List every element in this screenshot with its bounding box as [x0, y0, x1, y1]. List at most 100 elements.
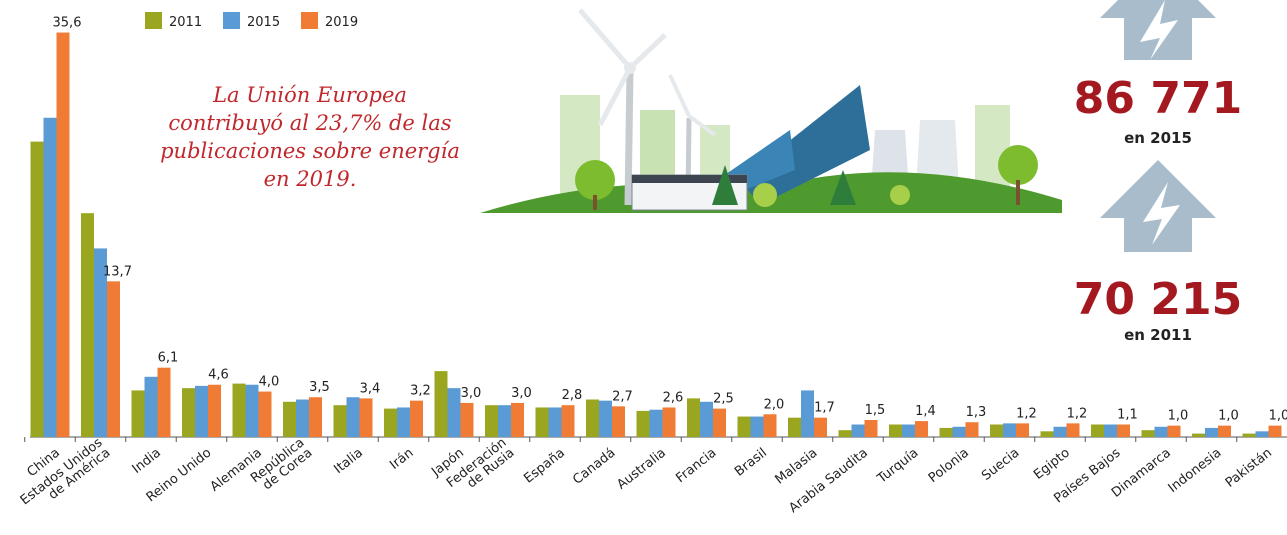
value-label: 1,1: [1117, 408, 1138, 423]
bar: [511, 402, 524, 437]
eu-note: La Unión Europea contribuyó al 23,7% de l…: [160, 83, 460, 191]
bar: [939, 427, 953, 437]
bar: [397, 407, 410, 437]
x-tick-label: Italia: [331, 445, 366, 477]
bar: [245, 384, 259, 437]
note-line: contribuyó al 23,7% de las: [168, 111, 451, 135]
bar: [485, 405, 498, 437]
bar: [346, 397, 360, 437]
x-tick-label: Polonia: [926, 445, 972, 486]
x-tick-label: Suecia: [979, 445, 1022, 483]
bar: [1255, 431, 1269, 437]
bar: [1117, 424, 1130, 437]
bar: [1192, 433, 1205, 437]
x-tick-label: Egipto: [1031, 445, 1073, 482]
bar: [889, 424, 902, 437]
value-label: 2,8: [562, 388, 583, 403]
value-label: 1,0: [1218, 409, 1239, 424]
bar: [851, 424, 865, 437]
value-label: 3,0: [511, 386, 532, 401]
stat-caption: en 2011: [1124, 326, 1192, 344]
legend-swatch: [223, 12, 240, 29]
bar: [359, 398, 373, 437]
note-line: en 2019.: [264, 167, 357, 191]
bar: [662, 407, 676, 437]
bar: [700, 401, 713, 437]
value-label: 1,5: [865, 403, 886, 418]
bar: [81, 213, 94, 437]
bar: [915, 421, 928, 437]
legend-swatch: [145, 12, 162, 29]
bar: [434, 371, 448, 437]
legend-swatch: [301, 12, 318, 29]
bar: [1016, 423, 1029, 437]
x-tick-label: Turquía: [874, 445, 921, 487]
bar: [763, 414, 777, 437]
bar: [1218, 425, 1231, 437]
x-tick-label: Irán: [387, 445, 416, 472]
bar: [990, 424, 1003, 437]
bar: [410, 400, 423, 437]
value-label: 3,2: [410, 384, 431, 399]
bar: [283, 401, 296, 437]
bar: [131, 390, 145, 437]
note-line: publicaciones sobre energía: [160, 139, 460, 163]
x-tick-label: Brasil: [732, 445, 770, 479]
bar: [296, 399, 309, 437]
value-label: 1,2: [1016, 406, 1037, 421]
value-label: 1,3: [966, 405, 987, 420]
value-label: 35,6: [53, 16, 82, 31]
x-tick-label: Malasia: [772, 445, 820, 487]
illustration: [480, 8, 1062, 213]
bar: [208, 384, 221, 437]
bar: [902, 424, 915, 437]
bar: [460, 402, 474, 437]
bar: [232, 383, 246, 437]
bar: [1205, 427, 1218, 437]
bar: [599, 400, 612, 437]
bar: [636, 410, 650, 437]
value-label: 2,7: [612, 389, 633, 404]
bar: [1066, 423, 1080, 437]
bar: [1104, 424, 1117, 437]
x-tick-label: Repúblicade Corea: [248, 435, 315, 496]
bar: [864, 419, 878, 437]
bar: [1003, 423, 1016, 437]
value-label: 2,5: [713, 392, 734, 407]
value-label: 3,5: [309, 380, 330, 395]
bar: [838, 430, 852, 437]
bar: [687, 398, 700, 437]
bar: [309, 397, 322, 437]
value-label: 6,1: [158, 351, 179, 366]
bar: [548, 407, 562, 437]
bar: [195, 385, 208, 437]
bar: [258, 391, 272, 437]
bar: [56, 32, 70, 438]
arrow-icons: [1100, 0, 1216, 252]
bar: [586, 399, 599, 437]
bar: [1091, 424, 1104, 437]
legend-label: 2019: [325, 15, 358, 30]
bar: [649, 409, 663, 437]
value-label: 3,0: [461, 386, 482, 401]
x-tick-label: Australia: [614, 445, 669, 492]
bar: [447, 388, 461, 437]
value-label: 2,6: [663, 390, 684, 405]
bar: [157, 367, 171, 437]
x-tick-label: Pakistán: [1223, 445, 1275, 490]
value-label: 1,0: [1168, 409, 1189, 424]
value-label: 13,7: [103, 264, 132, 279]
value-label: 1,7: [814, 401, 835, 416]
x-tick-label: India: [130, 445, 164, 476]
bar: [713, 408, 726, 437]
stat-value: 70 215: [1074, 274, 1242, 325]
bar: [952, 426, 966, 437]
bar: [750, 416, 764, 437]
bar: [498, 405, 511, 437]
x-tick-label: España: [521, 445, 568, 486]
bar: [30, 141, 44, 437]
bar: [333, 405, 347, 437]
bar: [182, 388, 195, 437]
bar: [1154, 426, 1168, 437]
